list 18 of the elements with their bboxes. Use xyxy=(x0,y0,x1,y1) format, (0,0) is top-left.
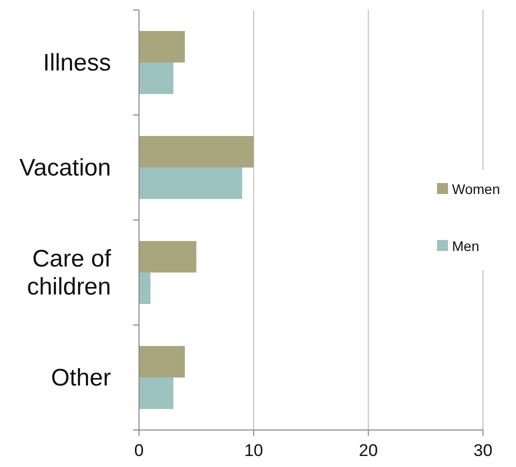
bar xyxy=(139,378,174,409)
bar xyxy=(139,136,254,168)
legend-label: Men xyxy=(452,238,480,254)
y-tick-label: Illness xyxy=(42,49,111,76)
x-tick-label: 20 xyxy=(358,441,378,460)
legend-label: Women xyxy=(452,181,500,197)
bar xyxy=(139,31,185,62)
x-tick-label: 30 xyxy=(474,441,492,460)
bar xyxy=(139,241,196,272)
bar xyxy=(139,272,150,304)
bar xyxy=(139,62,174,94)
bar xyxy=(139,346,185,378)
y-tick-label: Vacation xyxy=(19,154,111,181)
bar xyxy=(139,168,242,199)
y-tick-label: Other xyxy=(50,364,111,391)
y-tick-label: Care of children xyxy=(26,245,112,300)
x-tick-label: 0 xyxy=(134,441,144,460)
x-tick-label: 10 xyxy=(244,441,264,460)
